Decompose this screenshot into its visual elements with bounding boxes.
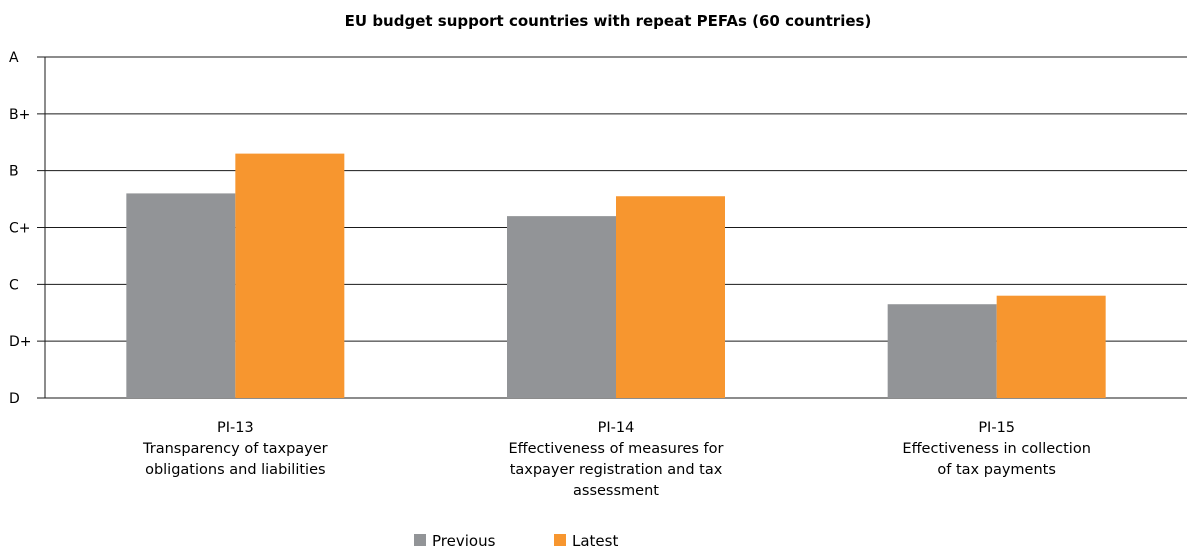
- y-tick-label: D+: [9, 334, 32, 350]
- y-tick-labels: D D+ C C+ B B+ A: [9, 50, 32, 407]
- legend-swatch-previous: [414, 534, 426, 546]
- category-label: assessment: [573, 483, 659, 499]
- category-label: Effectiveness in collection: [902, 441, 1091, 457]
- y-tick-label: C: [9, 277, 19, 293]
- legend-label-latest: Latest: [572, 532, 618, 550]
- bar-latest-1: [235, 153, 345, 398]
- bar-previous-3: [887, 304, 997, 398]
- category-label: PI-13: [217, 420, 254, 436]
- y-tick-label: D: [9, 391, 20, 407]
- category-label: Effectiveness of measures for: [508, 441, 723, 457]
- category-label: of tax payments: [937, 462, 1056, 478]
- legend-swatch-latest: [554, 534, 566, 546]
- y-tick-label: B+: [9, 107, 30, 123]
- bar-latest-2: [616, 196, 725, 398]
- category-label: PI-14: [598, 420, 635, 436]
- bar-previous-2: [507, 216, 616, 398]
- bar-latest-3: [996, 295, 1106, 398]
- legend-label-previous: Previous: [432, 532, 496, 550]
- y-tick-label: A: [9, 50, 19, 66]
- category-labels: PI-13 Transparency of taxpayer obligations…: [142, 420, 1091, 499]
- category-label: Transparency of taxpayer: [142, 441, 328, 457]
- category-label: obligations and liabilities: [145, 462, 325, 478]
- bars: [126, 153, 1106, 398]
- y-tick-label: C+: [9, 221, 31, 237]
- legend: Previous Latest: [414, 532, 618, 550]
- category-label: taxpayer registration and tax: [510, 462, 723, 478]
- y-tick-label: B: [9, 164, 19, 180]
- bar-previous-1: [126, 193, 236, 398]
- category-label: PI-15: [978, 420, 1015, 436]
- chart-title: EU budget support countries with repeat …: [345, 12, 872, 30]
